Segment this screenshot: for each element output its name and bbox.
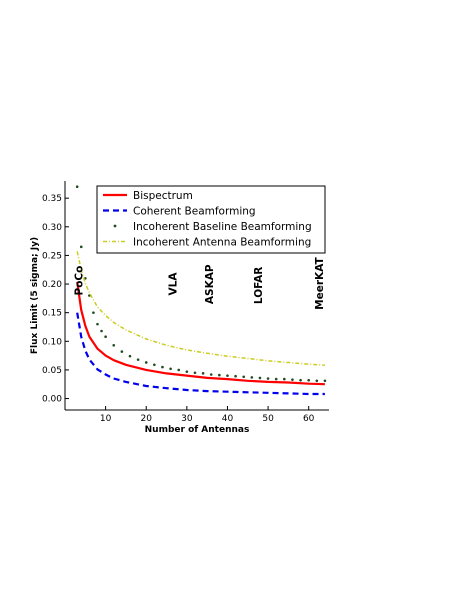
series-line-coherent-beamforming bbox=[76, 312, 325, 396]
x-axis-title: Number of Antennas bbox=[145, 425, 250, 435]
y-tick-label: 0.10 bbox=[42, 337, 62, 347]
legend-swatch-incoherent-baseline-beamforming bbox=[113, 224, 117, 228]
y-axis-title: Flux Limit (5 sigma; Jy) bbox=[30, 237, 40, 354]
y-tick-label: 0.25 bbox=[42, 251, 62, 261]
series-line-bispectrum bbox=[76, 281, 325, 386]
x-tick-label: 50 bbox=[262, 414, 274, 424]
point-incoherent-baseline-beamforming bbox=[218, 373, 221, 377]
point-incoherent-baseline-beamforming bbox=[120, 350, 124, 353]
annotation-lofar: LOFAR bbox=[253, 267, 265, 304]
point-incoherent-baseline-beamforming bbox=[291, 378, 294, 381]
point-incoherent-baseline-beamforming bbox=[258, 376, 262, 380]
point-incoherent-baseline-beamforming bbox=[315, 379, 319, 383]
annotations: PoCo VLA ASKAP LOFAR MeerKAT bbox=[73, 256, 325, 309]
point-incoherent-baseline-beamforming bbox=[75, 185, 79, 189]
point-incoherent-baseline-beamforming bbox=[234, 374, 237, 378]
point-incoherent-baseline-beamforming bbox=[104, 335, 107, 339]
point-incoherent-baseline-beamforming bbox=[161, 365, 164, 369]
x-tick-label: 10 bbox=[100, 414, 112, 424]
legend-box bbox=[96, 185, 326, 254]
point-incoherent-baseline-beamforming bbox=[299, 378, 302, 382]
point-incoherent-baseline-beamforming bbox=[185, 370, 189, 373]
legend-label-coherent-beamforming: Coherent Beamforming bbox=[133, 206, 256, 218]
plot-area bbox=[75, 185, 327, 396]
y-tick-label: 0.00 bbox=[42, 395, 62, 405]
point-incoherent-baseline-beamforming bbox=[177, 368, 181, 372]
y-tick-label: 0.30 bbox=[42, 223, 62, 233]
point-incoherent-baseline-beamforming bbox=[92, 311, 95, 314]
point-incoherent-baseline-beamforming bbox=[209, 373, 213, 376]
point-incoherent-baseline-beamforming bbox=[128, 354, 132, 358]
legend-label-bispectrum: Bispectrum bbox=[133, 190, 193, 202]
annotation-vla: VLA bbox=[168, 272, 180, 296]
x-tick-label: 30 bbox=[181, 414, 193, 424]
point-incoherent-baseline-beamforming bbox=[153, 363, 156, 367]
x-tick-label: 60 bbox=[303, 414, 315, 424]
point-incoherent-baseline-beamforming bbox=[169, 367, 172, 371]
point-incoherent-baseline-beamforming bbox=[266, 377, 270, 380]
y-tick-label: 0.20 bbox=[42, 280, 62, 290]
annotation-askap: ASKAP bbox=[204, 264, 216, 304]
x-tick-label: 20 bbox=[141, 414, 153, 424]
legend: Bispectrum Coherent Beamforming Incoherent… bbox=[96, 185, 326, 254]
point-incoherent-baseline-beamforming bbox=[323, 379, 327, 383]
point-incoherent-baseline-beamforming bbox=[144, 361, 148, 364]
point-incoherent-baseline-beamforming bbox=[96, 322, 99, 326]
legend-label-incoherent-antenna-beamforming: Incoherent Antenna Beamforming bbox=[133, 237, 311, 249]
point-incoherent-baseline-beamforming bbox=[307, 378, 310, 382]
series-line-incoherent-antenna-beamforming bbox=[76, 251, 325, 367]
point-incoherent-baseline-beamforming bbox=[226, 374, 229, 377]
point-incoherent-baseline-beamforming bbox=[242, 375, 246, 379]
point-incoherent-baseline-beamforming bbox=[250, 376, 254, 379]
annotation-poco: PoCo bbox=[73, 266, 85, 296]
point-incoherent-baseline-beamforming bbox=[79, 245, 83, 249]
y-tick-label: 0.15 bbox=[42, 309, 62, 319]
point-incoherent-baseline-beamforming bbox=[201, 372, 205, 375]
legend-label-incoherent-baseline-beamforming: Incoherent Baseline Beamforming bbox=[133, 221, 312, 233]
x-tick-label: 40 bbox=[222, 414, 234, 424]
point-incoherent-baseline-beamforming bbox=[136, 358, 140, 361]
point-incoherent-baseline-beamforming bbox=[100, 329, 103, 333]
point-incoherent-baseline-beamforming bbox=[283, 377, 286, 381]
annotation-meerkat: MeerKAT bbox=[314, 256, 326, 309]
point-incoherent-baseline-beamforming bbox=[274, 377, 278, 381]
y-tick-label: 0.05 bbox=[42, 366, 62, 376]
point-incoherent-baseline-beamforming bbox=[112, 344, 116, 347]
y-tick-label: 0.35 bbox=[42, 194, 62, 204]
axes: 10 20 30 40 50 60 0.00 0.05 0.10 0.15 0.20 0.25 0.30… bbox=[42, 181, 329, 424]
point-incoherent-baseline-beamforming bbox=[193, 371, 197, 375]
